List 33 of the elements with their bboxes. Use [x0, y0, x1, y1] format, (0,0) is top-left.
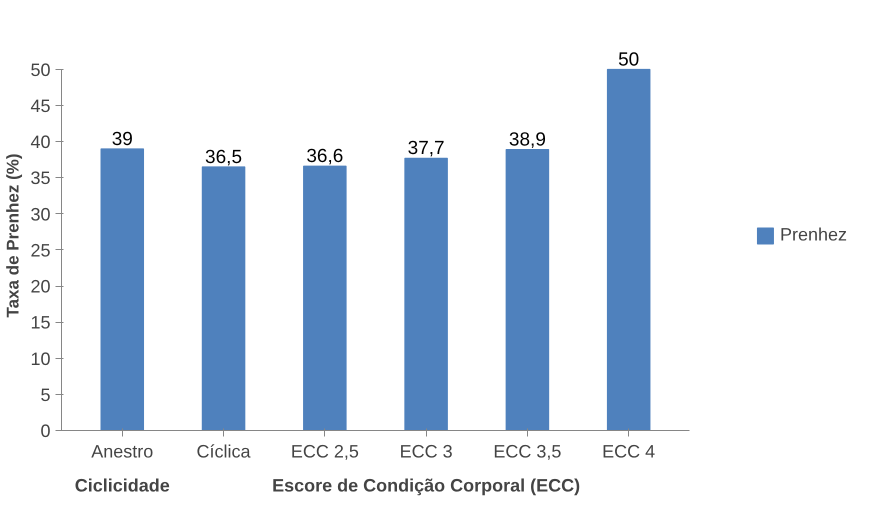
bar: [606, 68, 650, 430]
data-label: 36,6: [306, 146, 344, 168]
bar: [303, 166, 347, 430]
data-label: 39: [112, 128, 133, 150]
y-tick-label: 30: [30, 204, 51, 224]
x-tick-label: ECC 3,5: [493, 442, 562, 462]
x-tick-label: ECC 3: [400, 442, 453, 462]
data-label: 37,7: [408, 138, 445, 160]
y-tick-label: 15: [30, 312, 51, 333]
y-tick-label: 5: [40, 384, 51, 405]
bar: [202, 166, 246, 430]
y-tick-label: 25: [30, 240, 51, 260]
y-tick-label: 0: [40, 421, 51, 441]
y-tick-label: 50: [30, 60, 51, 80]
y-tick-label: 35: [30, 168, 51, 188]
y-axis-title: Taxa de Prenhez (%): [3, 153, 22, 318]
y-tick-label: 20: [30, 276, 51, 297]
data-label: 50: [618, 49, 640, 70]
y-tick-label: 45: [30, 96, 51, 116]
data-label: 36,5: [205, 146, 242, 168]
x-tick-label: Cíclica: [196, 442, 252, 462]
legend-label: Prenhez: [780, 224, 847, 246]
y-tick-label: 40: [30, 132, 51, 152]
bar: [100, 148, 144, 430]
y-tick-label: 10: [30, 348, 51, 369]
bar: [404, 158, 448, 430]
text: Ciclicidade: [74, 476, 170, 496]
x-tick-label: ECC 4: [602, 442, 656, 462]
data-label: 38,9: [508, 130, 546, 151]
text: Escore de Condição Corporal (ECC): [272, 476, 580, 496]
bar: [506, 149, 550, 430]
x-tick-label: Anestro: [91, 442, 154, 462]
x-tick-label: ECC 2,5: [290, 442, 359, 462]
